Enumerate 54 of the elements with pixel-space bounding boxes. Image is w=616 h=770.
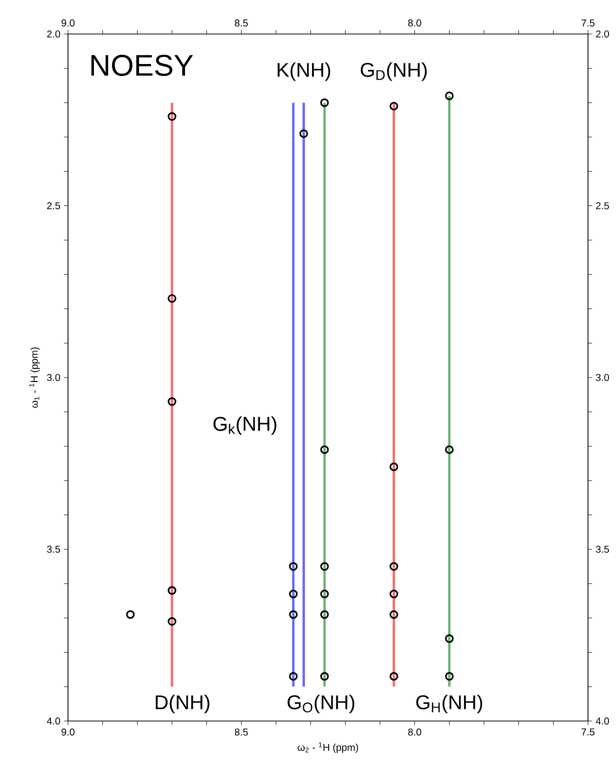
x-tick-label: 9.0	[62, 19, 75, 26]
y-tick-label: 4.0	[46, 717, 60, 725]
point	[320, 562, 329, 571]
point	[289, 562, 298, 571]
point	[299, 129, 308, 138]
point	[445, 672, 454, 681]
point	[126, 610, 135, 619]
point	[289, 590, 298, 598]
point	[289, 610, 298, 619]
point	[168, 112, 176, 121]
x-axis-title: ω$_{2}$ - $^{1}$H (ppm)	[298, 742, 358, 753]
y2-tick-label: 4.0	[596, 717, 609, 725]
series-label: G$_{H}$(NH)	[416, 694, 482, 714]
x2-tick-label: 7.5	[582, 728, 595, 736]
series-label: K(NH)	[278, 62, 330, 81]
y-tick-label: 3.0	[47, 374, 60, 382]
x2-tick-label: 9.0	[62, 728, 75, 736]
point	[320, 672, 329, 681]
series-label: G$_{D}$(NH)	[360, 62, 427, 81]
y2-tick-label: 2.5	[596, 202, 609, 210]
text: NOESY	[91, 54, 193, 76]
point	[168, 617, 176, 626]
point	[390, 462, 398, 472]
x-tick-label: 8.5	[234, 19, 248, 26]
y-axis-title: ω$_{1}$ - $^{1}$H (ppm)	[29, 347, 40, 408]
x2-tick-label: 8.5	[234, 728, 248, 736]
point	[168, 397, 176, 406]
y2-tick-label: 3.5	[596, 546, 609, 553]
y-tick-label: 3.5	[47, 546, 60, 553]
point	[320, 590, 329, 598]
point	[289, 672, 298, 681]
point	[320, 610, 329, 619]
point	[168, 586, 176, 595]
series-label: D(NH)	[156, 694, 210, 714]
point	[390, 590, 398, 598]
y-tick-label: 2.5	[47, 202, 60, 210]
point	[445, 634, 454, 643]
series-label: G$_{k}$(NH)	[214, 416, 276, 435]
point	[168, 294, 176, 303]
y-tick-label: 2.0	[47, 30, 60, 38]
point	[390, 102, 398, 110]
point	[390, 562, 398, 571]
x-tick-label: 7.5	[582, 20, 595, 26]
point	[390, 610, 398, 619]
y2-tick-label: 2.0	[596, 30, 609, 38]
point	[445, 92, 454, 100]
x2-tick-label: 8.0	[408, 728, 422, 736]
x-tick-label: 8.0	[408, 19, 422, 26]
point	[445, 445, 454, 454]
point	[320, 445, 329, 454]
y2-tick-label: 3.0	[596, 374, 609, 382]
series-label: G$_{O}$(NH)	[288, 694, 354, 714]
point	[390, 672, 398, 681]
point	[320, 98, 329, 108]
